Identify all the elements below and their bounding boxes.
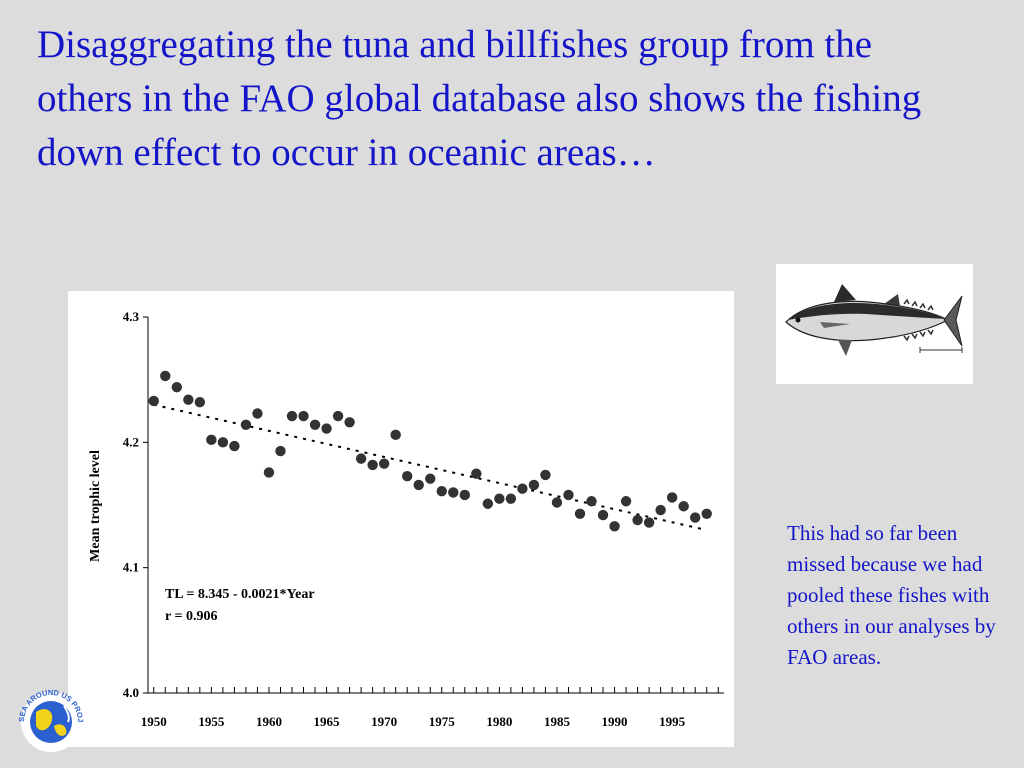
x-tick-label: 1970: [371, 714, 397, 729]
data-point: [367, 459, 378, 471]
y-tick-label: 4.1: [123, 560, 139, 575]
data-point: [678, 501, 689, 512]
side-note: This had so far been missed because we h…: [787, 521, 996, 669]
data-point: [263, 467, 275, 478]
trophic-level-chart: 4.0 4.1 4.2 4.3 1950 1955 1960 1965 1970 1975 1980…: [88, 309, 724, 729]
y-axis-title: Mean trophic level: [88, 450, 103, 562]
x-tick-label: 1955: [198, 714, 225, 729]
data-point: [540, 469, 551, 481]
points-layer: [148, 370, 712, 532]
data-point: [690, 512, 701, 523]
correlation-coefficient: r = 0.906: [165, 609, 217, 624]
data-point: [528, 479, 540, 491]
data-point: [701, 508, 712, 519]
data-point: [344, 417, 355, 428]
data-point: [275, 445, 286, 457]
x-tick-label: 1985: [544, 714, 571, 729]
data-point: [425, 473, 436, 484]
x-tick-label: 1975: [429, 714, 456, 729]
sea-around-us-logo: SEA AROUND US PROJECT: [11, 675, 88, 756]
data-point: [378, 458, 390, 469]
data-point: [436, 486, 447, 497]
data-point: [632, 514, 643, 526]
trend-line: [153, 403, 707, 532]
y-tick-label: 4.3: [123, 309, 140, 324]
x-tick-label: 1960: [256, 714, 282, 729]
data-point: [609, 521, 620, 532]
data-point: [332, 410, 344, 422]
data-point: [574, 508, 586, 519]
data-point: [402, 470, 413, 482]
y-tick-label: 4.2: [123, 434, 139, 449]
data-point: [286, 410, 298, 422]
trend-layer: [153, 403, 707, 532]
regression-equation: TL = 8.345 - 0.0021*Year: [165, 587, 315, 602]
data-point: [643, 517, 655, 528]
data-point: [240, 419, 252, 430]
x-tick-label: 1950: [141, 714, 167, 729]
data-point: [390, 429, 401, 441]
data-point: [194, 397, 206, 408]
data-point: [586, 496, 597, 507]
data-point: [655, 504, 666, 516]
x-tick-label: 1965: [314, 714, 341, 729]
data-point: [448, 487, 459, 498]
data-point: [321, 423, 332, 434]
x-tick-label: 1980: [486, 714, 512, 729]
data-point: [563, 489, 574, 501]
data-point: [551, 497, 563, 508]
x-tick-label: 1990: [602, 714, 628, 729]
data-point: [217, 437, 229, 448]
logo-icon: SEA AROUND US PROJECT: [11, 675, 85, 752]
data-point: [413, 479, 424, 491]
data-point: [298, 410, 309, 422]
data-point: [597, 509, 609, 521]
data-point: [171, 381, 182, 393]
data-point: [206, 434, 217, 446]
data-point: [471, 468, 482, 479]
chart-panel: 4.0 4.1 4.2 4.3 1950 1955 1960 1965 1970 1975 1980…: [68, 291, 734, 747]
data-point: [229, 440, 240, 452]
tuna-fish-icon: [785, 284, 963, 356]
data-point: [148, 395, 159, 407]
data-point: [517, 483, 528, 494]
data-point: [459, 489, 470, 501]
y-tick-label: 4.0: [123, 685, 139, 700]
tuna-illustration-panel: [776, 264, 973, 384]
data-point: [482, 498, 494, 509]
slide-title: Disaggregating the tuna and billfishes g…: [37, 23, 922, 174]
axis-layer: 4.0 4.1 4.2 4.3 1950 1955 1960 1965 1970 1975 1980…: [123, 309, 724, 729]
data-point: [183, 394, 194, 405]
data-point: [666, 492, 678, 503]
data-point: [309, 419, 321, 430]
data-point: [494, 493, 505, 504]
data-point: [160, 370, 171, 382]
data-point: [620, 496, 632, 507]
data-point: [252, 408, 263, 419]
data-point: [505, 493, 517, 504]
x-tick-label: 1995: [659, 714, 686, 729]
data-point: [355, 453, 367, 464]
